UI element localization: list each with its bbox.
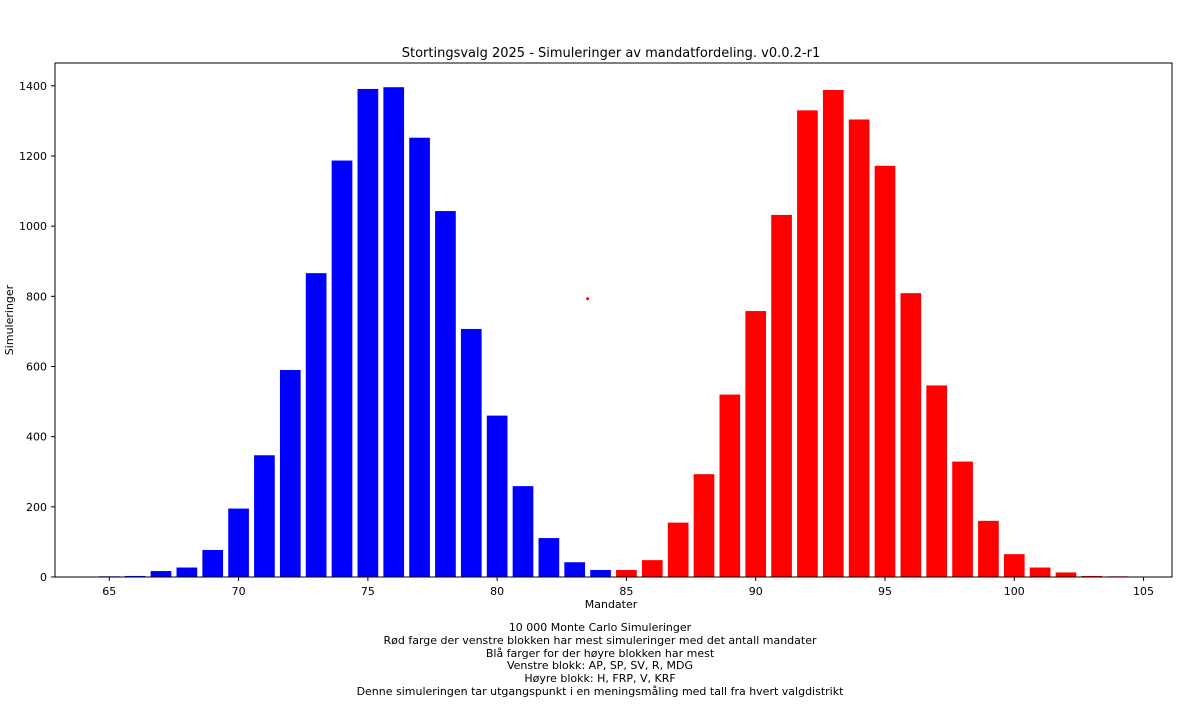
bar-blue [512,486,534,577]
bar-blue [150,571,172,577]
x-axis-ticks: 65 70 75 80 85 90 95 100 105 [102,577,1154,598]
bar-blue [228,508,249,577]
bar-blue [460,328,482,577]
marker-point [586,297,590,301]
x-tick-label: 90 [749,585,763,598]
bars-group [98,87,1129,578]
bar-red [1055,572,1077,577]
bar-blue [305,273,327,577]
y-tick-label: 200 [26,501,47,514]
bar-red [900,293,922,577]
bar-red [822,90,844,578]
bar-blue [590,569,611,577]
bar-blue [254,455,275,577]
y-tick-label: 800 [26,290,47,303]
x-tick-label: 100 [1004,585,1025,598]
bar-red [797,110,818,578]
bar-blue [279,370,301,577]
bar-red [719,394,741,577]
y-tick-label: 1000 [19,220,47,233]
bar-blue [486,415,508,577]
bar-red [667,522,689,577]
bar-red [641,560,663,577]
bar-blue [176,567,198,577]
bar-blue [435,211,456,577]
bar-red [771,214,792,578]
bar-red [616,569,637,577]
bar-blue [357,88,379,578]
x-tick-label: 80 [490,585,504,598]
bar-red [952,461,973,577]
y-tick-label: 600 [26,360,47,373]
bar-red [978,520,999,577]
y-tick-label: 0 [40,571,47,584]
x-tick-label: 85 [619,585,633,598]
caption-line: Rød farge der venstre blokken har mest s… [383,633,817,647]
bar-red [1029,567,1051,577]
bar-red [693,474,715,577]
bar-blue [383,87,405,578]
y-tick-label: 400 [26,431,47,444]
x-tick-label: 65 [102,585,116,598]
x-axis-label: Mandater [585,598,638,611]
bar-blue [538,538,560,577]
bar-red [1081,575,1103,577]
x-tick-label: 95 [878,585,892,598]
caption-line: Denne simuleringen tar utgangspunkt i en… [356,684,844,698]
bar-blue [124,575,146,577]
y-tick-label: 1200 [19,150,47,163]
chart-caption: 10 000 Monte Carlo Simuleringer Rød farg… [0,621,1200,699]
bar-red [926,385,948,577]
x-tick-label: 75 [361,585,375,598]
bar-blue [331,160,353,578]
x-tick-label: 105 [1133,585,1154,598]
plot-frame [54,62,1173,578]
caption-line: Blå farger for der høyre blokken har mes… [485,646,715,660]
bar-red [745,311,767,577]
bar-blue [409,137,430,578]
bar-blue [202,549,224,577]
y-tick-label: 1400 [19,80,47,93]
caption-line: Høyre blokk: H, FRP, V, KRF [524,672,676,686]
bar-red [1003,554,1025,577]
x-tick-label: 70 [232,585,246,598]
caption-line: 10 000 Monte Carlo Simuleringer [508,621,692,634]
chart-title: Stortingsvalg 2025 - Simuleringer av man… [402,46,821,61]
y-axis-label: Simuleringer [3,284,16,355]
caption-line: Venstre blokk: AP, SP, SV, R, MDG [506,659,694,673]
bar-red [874,165,896,578]
bar-blue [564,562,586,577]
y-axis-ticks: 0 200 400 600 800 1000 1200 1400 [19,80,55,584]
bar-red [848,119,870,578]
